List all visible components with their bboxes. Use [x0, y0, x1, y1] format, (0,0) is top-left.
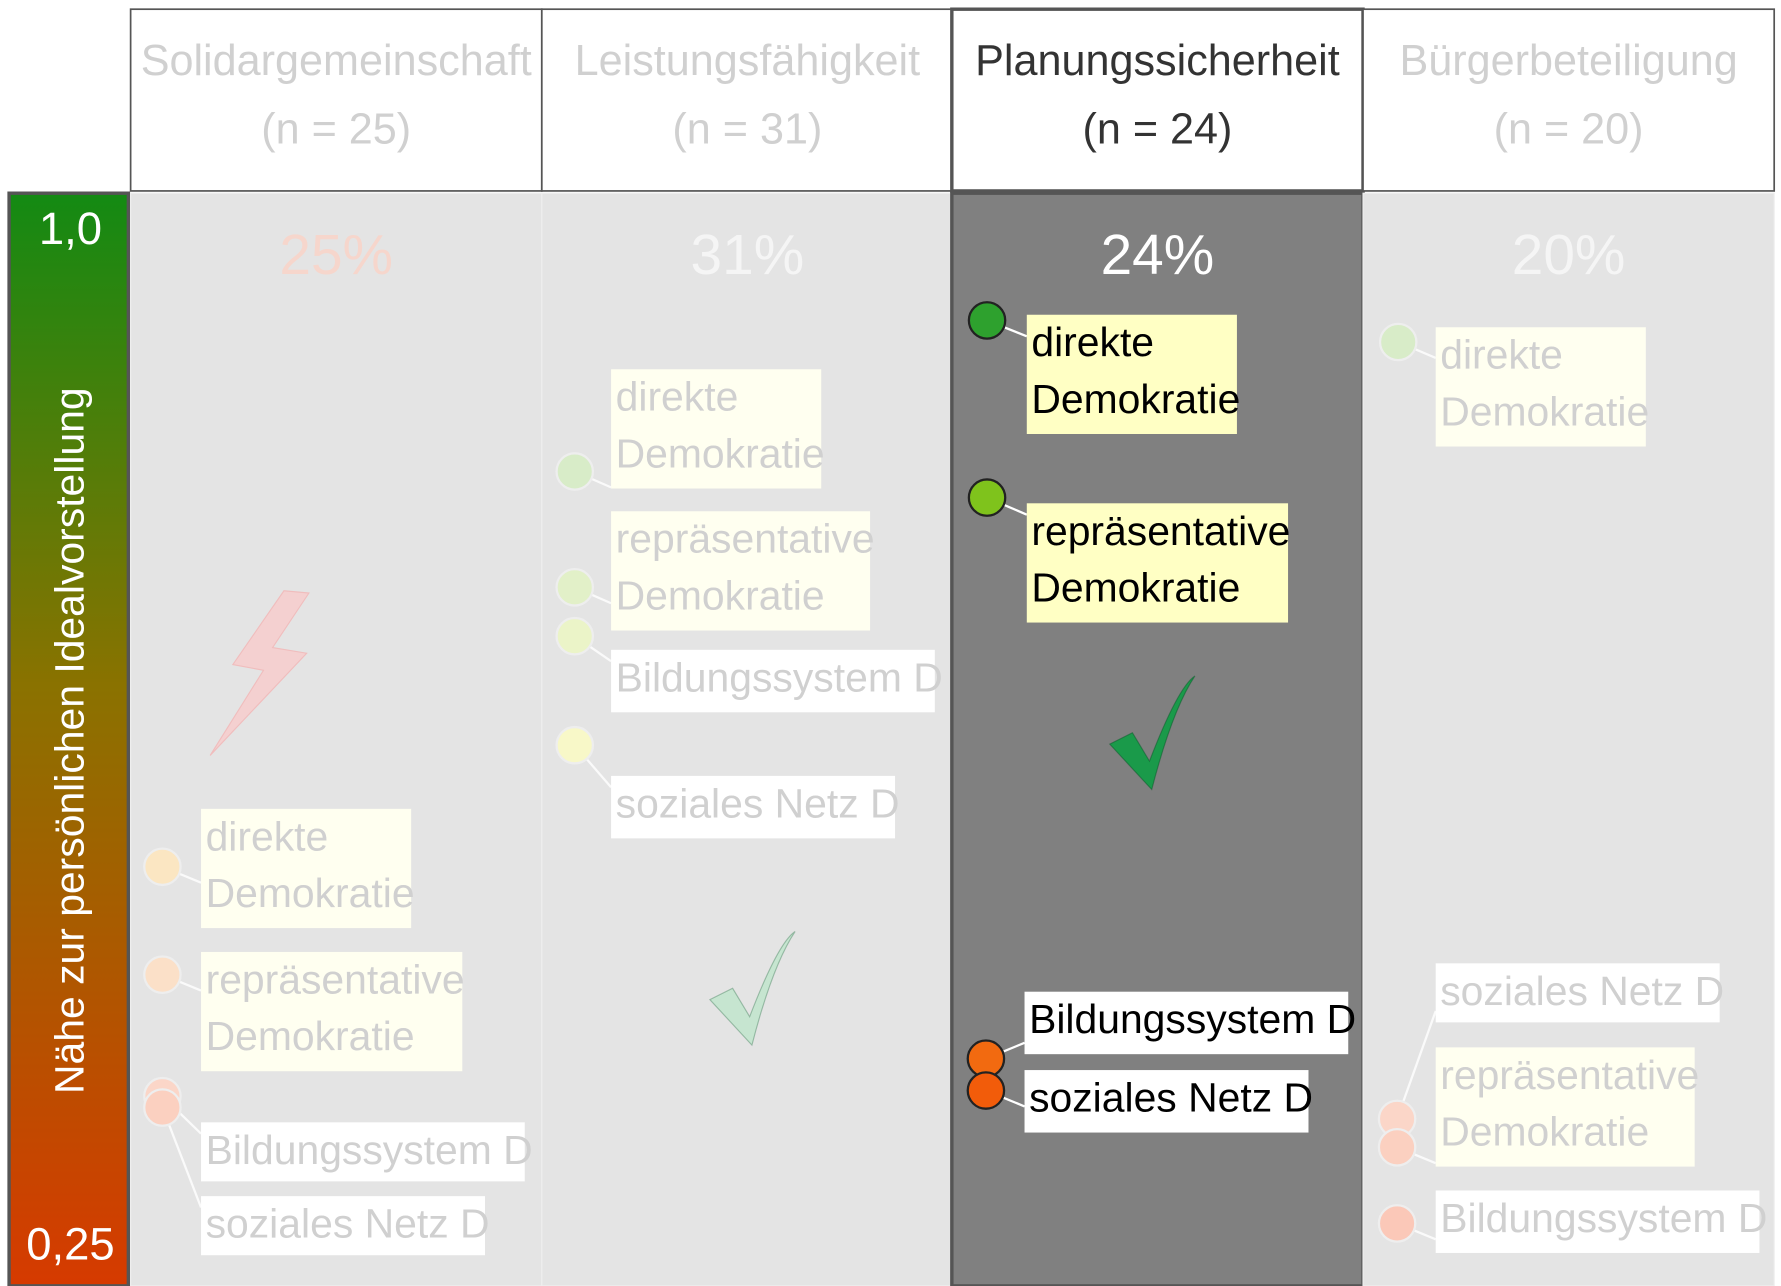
column-share: 20%	[1512, 224, 1626, 287]
label-box	[1435, 1190, 1760, 1253]
scale-top: 1,0	[39, 203, 102, 254]
label-box	[611, 511, 871, 631]
item-label: direkte	[1440, 332, 1563, 378]
item-label: Demokratie	[1031, 565, 1240, 611]
axis-title: Nähe zur persönlichen Idealvorstellung	[46, 387, 92, 1094]
column-title: Solidargemeinschaft	[141, 37, 532, 85]
label-box	[1026, 503, 1289, 623]
item-dot	[143, 955, 182, 994]
column-share: 31%	[691, 224, 805, 287]
column-body	[130, 192, 543, 1286]
column-n: (n = 20)	[1494, 105, 1644, 153]
column-n: (n = 25)	[261, 105, 411, 153]
item-label: Demokratie	[206, 870, 415, 916]
item-label: Demokratie	[616, 431, 825, 477]
item-dot	[967, 478, 1007, 517]
header-cell	[1362, 8, 1776, 192]
item-label: direkte	[1031, 319, 1154, 365]
column-n: (n = 24)	[1082, 105, 1232, 153]
item-dot	[143, 847, 182, 887]
item-label: repräsentative	[616, 516, 875, 562]
check-icon	[708, 931, 796, 1047]
label-box	[1435, 1047, 1695, 1167]
item-label: Demokratie	[1440, 388, 1649, 434]
item-label: soziales Netz D	[616, 780, 900, 826]
item-label: soziales Netz D	[1440, 968, 1724, 1014]
item-label: direkte	[616, 374, 739, 420]
item-label: repräsentative	[1031, 508, 1290, 554]
item-label: Demokratie	[206, 1013, 415, 1059]
label-box	[201, 808, 412, 929]
item-dot	[966, 1071, 1006, 1110]
item-dot	[967, 301, 1007, 340]
header-cell	[950, 7, 1365, 193]
column-share: 25%	[279, 224, 393, 287]
item-label: repräsentative	[206, 956, 465, 1002]
header-cell	[540, 8, 954, 192]
item-label: Bildungssystem D	[206, 1127, 533, 1173]
label-box	[1024, 991, 1349, 1055]
item-dot	[1377, 1128, 1417, 1167]
header-cell	[129, 8, 543, 192]
item-label: Demokratie	[616, 572, 825, 618]
label-box	[1435, 963, 1720, 1023]
lightning-icon	[209, 590, 310, 756]
item-dot	[555, 725, 595, 765]
item-dot	[555, 568, 595, 607]
column-title: Planungssicherheit	[975, 37, 1340, 85]
label-box	[201, 1122, 525, 1182]
item-dot	[1378, 322, 1418, 362]
item-dot	[1377, 1204, 1417, 1243]
label-box	[611, 649, 935, 713]
label-box	[1024, 1070, 1309, 1133]
item-label: Bildungssystem D	[616, 654, 943, 700]
check-icon	[1108, 675, 1196, 791]
column-body	[541, 192, 954, 1286]
column-share: 24%	[1101, 224, 1215, 287]
item-label: direkte	[206, 813, 329, 859]
label-box	[611, 369, 822, 489]
scale-bottom: 0,25	[26, 1218, 114, 1269]
label-box	[1435, 327, 1646, 447]
item-label: Demokratie	[1031, 376, 1240, 422]
label-box	[201, 951, 463, 1072]
scale-bar	[7, 191, 131, 1286]
column-title: Leistungsfähigkeit	[575, 37, 920, 85]
item-dot	[143, 1088, 182, 1127]
item-label: soziales Netz D	[1029, 1075, 1313, 1121]
label-box	[201, 1196, 486, 1256]
label-box	[611, 775, 896, 839]
item-label: repräsentative	[1440, 1052, 1699, 1098]
item-dot	[555, 452, 595, 491]
label-box	[1026, 314, 1237, 435]
item-label: Bildungssystem D	[1029, 996, 1356, 1042]
item-label: Bildungssystem D	[1440, 1195, 1767, 1241]
column-title: Bürgerbeteiligung	[1399, 37, 1737, 85]
item-label: soziales Netz D	[206, 1201, 490, 1247]
column-n: (n = 31)	[672, 105, 822, 153]
item-dot	[555, 616, 595, 656]
item-label: Demokratie	[1440, 1109, 1649, 1155]
